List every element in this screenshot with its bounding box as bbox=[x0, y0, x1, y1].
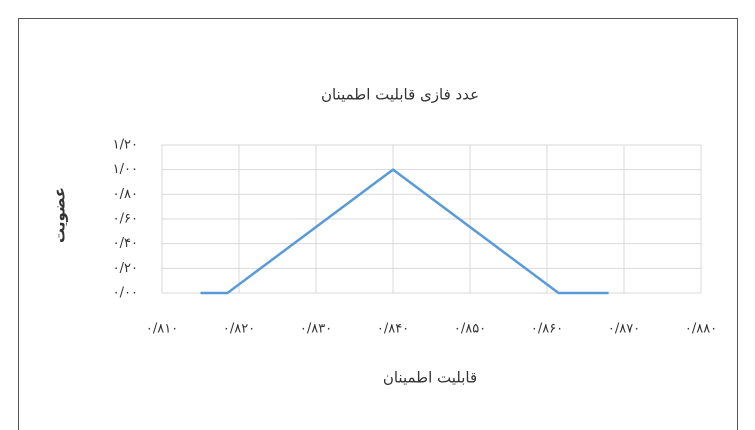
x-tick-label: ۰/۸۱۰ bbox=[146, 322, 178, 337]
chart-border bbox=[18, 18, 738, 430]
y-tick-label: ۰/۴۰ bbox=[113, 236, 138, 251]
y-tick-label: ۱/۰۰ bbox=[113, 162, 138, 177]
x-tick-label: ۰/۸۷۰ bbox=[608, 322, 640, 337]
x-tick-label: ۰/۸۶۰ bbox=[531, 322, 563, 337]
x-tick-label: ۰/۸۵۰ bbox=[454, 322, 486, 337]
x-tick-label: ۰/۸۸۰ bbox=[685, 322, 717, 337]
y-tick-label: ۰/۲۰ bbox=[113, 261, 138, 276]
x-axis-label: قابلیت اطمینان bbox=[383, 369, 477, 387]
y-tick-label: ۰/۸۰ bbox=[113, 187, 138, 202]
y-tick-label: ۰/۶۰ bbox=[113, 212, 138, 227]
chart-title: عدد فازی قابلیت اطمینان bbox=[321, 86, 479, 104]
y-axis-label: عضویت bbox=[51, 187, 69, 243]
line bbox=[200, 168, 609, 295]
x-tick-label: ۰/۸۴۰ bbox=[377, 322, 409, 337]
y-tick-label: ۰/۰۰ bbox=[113, 286, 138, 301]
y-tick-label: ۱/۲۰ bbox=[113, 138, 138, 153]
x-tick-label: ۰/۸۲۰ bbox=[223, 322, 255, 337]
x-tick-label: ۰/۸۳۰ bbox=[300, 322, 332, 337]
